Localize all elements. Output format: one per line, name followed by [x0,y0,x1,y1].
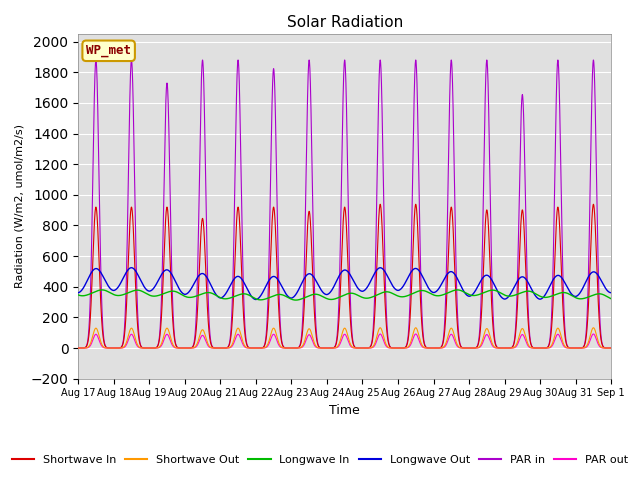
X-axis label: Time: Time [330,404,360,417]
Text: WP_met: WP_met [86,44,131,57]
Legend: Shortwave In, Shortwave Out, Longwave In, Longwave Out, PAR in, PAR out: Shortwave In, Shortwave Out, Longwave In… [7,451,633,469]
Y-axis label: Radiation (W/m2, umol/m2/s): Radiation (W/m2, umol/m2/s) [15,124,25,288]
Title: Solar Radiation: Solar Radiation [287,15,403,30]
